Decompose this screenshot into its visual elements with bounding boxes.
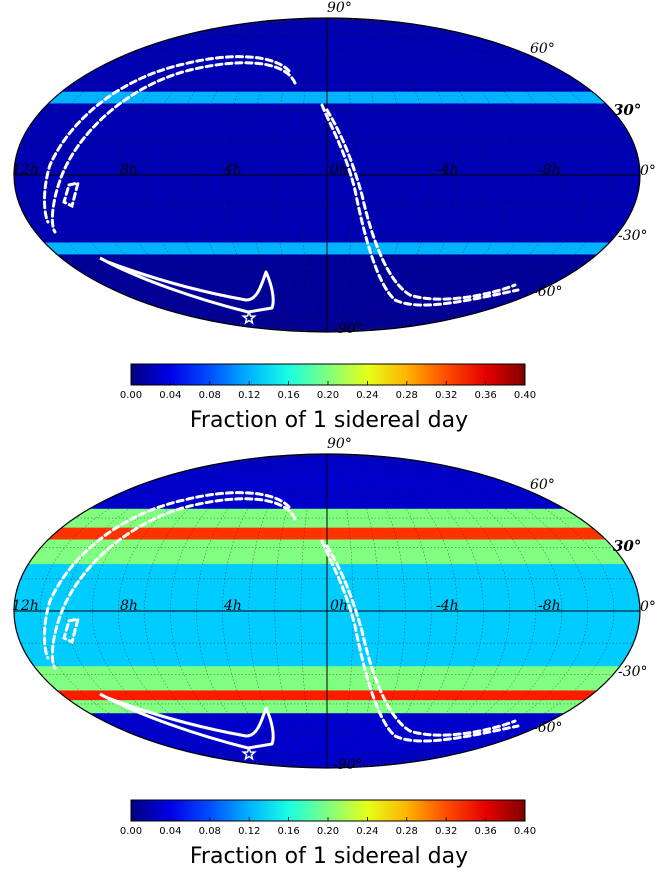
colorbar-tick-label: 0.24	[356, 826, 378, 837]
colorbar-label: Fraction of 1 sidereal day	[190, 408, 468, 433]
ra-tick-label: 8h	[120, 162, 138, 178]
dashed-contour	[325, 108, 517, 301]
lat-tick-label: -30°	[618, 228, 648, 244]
star-marker	[241, 309, 257, 325]
colorbar-tick-label: 0.08	[199, 390, 221, 401]
dashed-contour	[320, 103, 520, 307]
ra-tick-label: -4h	[436, 598, 459, 614]
dashed-contour	[320, 539, 520, 743]
lat-tick-label: 0°	[640, 163, 656, 179]
colorbar-tick-label: 0.40	[514, 826, 536, 837]
ra-tick-label: 4h	[223, 598, 242, 614]
ra-tick-label: 12h	[12, 162, 39, 178]
colorbar-label: Fraction of 1 sidereal day	[190, 844, 468, 869]
dashed-contour	[43, 55, 291, 224]
meridian-line	[118, 454, 328, 768]
meridian-line	[92, 454, 328, 768]
ra-tick-label: -8h	[538, 598, 561, 614]
ra-tick-label: 4h	[223, 162, 242, 178]
colorbar-tick-label: 0.20	[317, 390, 339, 401]
solid-contour	[99, 692, 275, 750]
colorbar-tick-label: 0.40	[514, 390, 536, 401]
colorbar-tick-label: 0.00	[120, 826, 142, 837]
colorbar-tick-label: 0.20	[317, 826, 339, 837]
sky-map-panel-bottom: 90° 60° 30° 0° -30° -60° -90° 12h 8h 4h 0h -4h -8h 0.…	[0, 436, 667, 872]
colorbar-tick-label: 0.12	[238, 826, 260, 837]
map-outline	[13, 453, 641, 769]
map-outline	[13, 17, 641, 333]
meridian-line	[326, 454, 354, 768]
ra-tick-label: 8h	[120, 598, 138, 614]
meridian-line	[326, 454, 380, 768]
colorbar-tick-label: 0.32	[435, 826, 457, 837]
lat-tick-label: -90°	[333, 757, 363, 773]
sky-map-chart-top: 90° 60° 30° 0° -30° -60° -90° 12h 8h 4h 0h -4h -8h 0.…	[12, 0, 656, 433]
lat-tick-label: 60°	[530, 477, 555, 493]
lat-tick-label: -60°	[533, 284, 563, 300]
contour-group	[43, 491, 520, 761]
meridian-line	[274, 18, 328, 332]
colorbar-tick-label: 0.36	[474, 390, 496, 401]
colorbar-tick-label: 0.32	[435, 390, 457, 401]
ra-tick-label: -8h	[538, 162, 561, 178]
lat-tick-label: 0°	[640, 599, 656, 615]
dashed-contour	[62, 617, 81, 645]
dashed-contour	[50, 497, 297, 670]
colorbar-tick-label: 0.16	[277, 390, 299, 401]
colorbar-tick-label: 0.08	[199, 826, 221, 837]
dashed-contour	[325, 544, 517, 737]
colorbar-tick-label: 0.00	[120, 390, 142, 401]
dashed-contour	[43, 491, 291, 660]
colorbar-tick-label: 0.04	[159, 390, 181, 401]
lat-tick-label: 30°	[613, 101, 641, 119]
ra-tick-label: 0h	[330, 162, 348, 178]
meridian-line	[92, 18, 328, 332]
colorbar-tick-label: 0.04	[159, 826, 181, 837]
meridian-line	[326, 18, 354, 332]
sky-map-chart-bottom: 90° 60° 30° 0° -30° -60° -90° 12h 8h 4h 0h -4h -8h 0.…	[12, 436, 656, 869]
dashed-contour	[50, 61, 297, 234]
ra-tick-label: 0h	[330, 598, 348, 614]
meridian-line	[300, 18, 328, 332]
ra-tick-label: -4h	[436, 162, 459, 178]
meridian-line	[326, 18, 380, 332]
ra-tick-label: 12h	[12, 598, 39, 614]
colorbar-tick-label: 0.24	[356, 390, 378, 401]
dashed-contour	[62, 181, 81, 209]
lat-tick-label: -60°	[533, 720, 563, 736]
meridian-line	[118, 18, 328, 332]
contour-group	[43, 55, 520, 325]
meridian-line	[300, 454, 328, 768]
meridian-line	[326, 18, 536, 332]
lat-tick-label: 90°	[327, 0, 352, 16]
colorbar-tick-label: 0.28	[396, 826, 418, 837]
colorbar-tick-label: 0.16	[277, 826, 299, 837]
colorbar-tick-label: 0.28	[396, 390, 418, 401]
star-marker	[241, 745, 257, 761]
colorbar-tick-label: 0.36	[474, 826, 496, 837]
lat-tick-label: 90°	[327, 436, 352, 452]
sky-map-panel-top: 90° 60° 30° 0° -30° -60° -90° 12h 8h 4h 0h -4h -8h 0.…	[12, 0, 656, 433]
lat-tick-label: 60°	[530, 41, 555, 57]
solid-contour	[99, 256, 275, 314]
meridian-line	[274, 454, 328, 768]
lat-tick-label: 30°	[613, 537, 641, 555]
lat-tick-label: -30°	[618, 664, 648, 680]
meridian-line	[326, 454, 536, 768]
lat-tick-label: -90°	[333, 321, 363, 337]
colorbar-tick-label: 0.12	[238, 390, 260, 401]
